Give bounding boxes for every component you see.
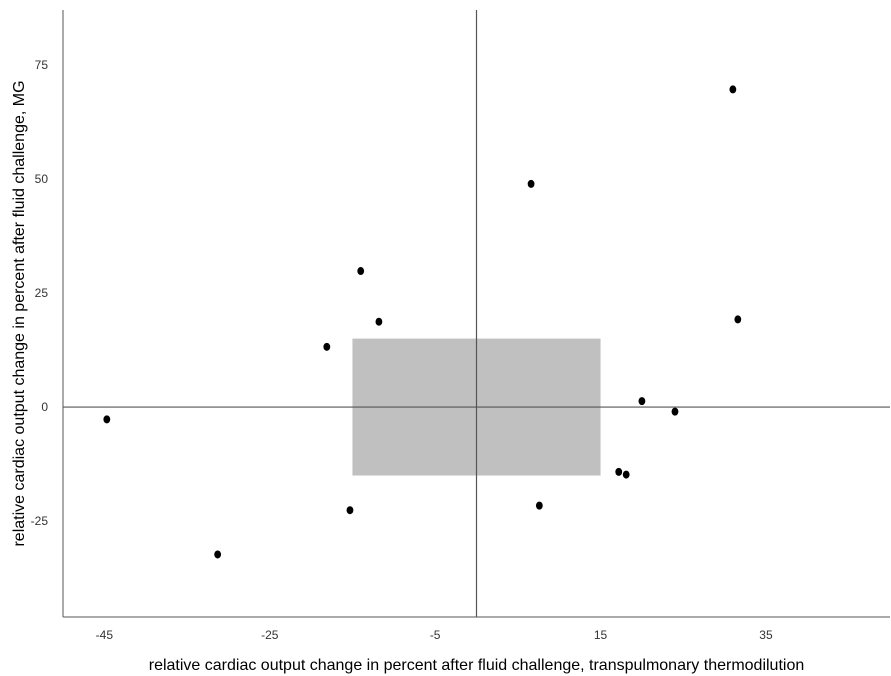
data-point bbox=[638, 397, 646, 406]
y-axis-title: relative cardiac output change in percen… bbox=[11, 80, 28, 546]
data-point bbox=[671, 407, 679, 416]
y-tick-label: 75 bbox=[35, 58, 49, 72]
x-tick-label: -25 bbox=[261, 628, 279, 642]
data-point bbox=[357, 267, 365, 276]
y-tick-labels: -25 0 25 50 75 bbox=[31, 58, 49, 528]
x-tick-label: 35 bbox=[759, 628, 773, 642]
x-tick-label: -5 bbox=[430, 628, 441, 642]
data-point bbox=[729, 85, 737, 94]
data-point bbox=[622, 470, 630, 479]
x-tick-label: -45 bbox=[96, 628, 114, 642]
x-tick-label: 15 bbox=[594, 628, 608, 642]
data-point bbox=[346, 506, 354, 515]
data-point bbox=[214, 550, 222, 559]
y-tick-label: 25 bbox=[35, 286, 49, 300]
data-point bbox=[734, 315, 742, 324]
data-point bbox=[527, 179, 535, 188]
data-point bbox=[103, 415, 111, 424]
x-tick-labels: -45 -25 -5 15 35 bbox=[96, 628, 773, 642]
data-point bbox=[375, 317, 383, 326]
y-tick-label: 50 bbox=[35, 172, 49, 186]
data-point bbox=[323, 342, 331, 351]
data-points bbox=[103, 85, 742, 559]
y-tick-label: 0 bbox=[41, 400, 48, 414]
y-tick-label: -25 bbox=[31, 514, 49, 528]
data-point bbox=[535, 501, 543, 510]
data-point bbox=[615, 467, 623, 476]
x-axis-title: relative cardiac output change in percen… bbox=[149, 657, 805, 674]
